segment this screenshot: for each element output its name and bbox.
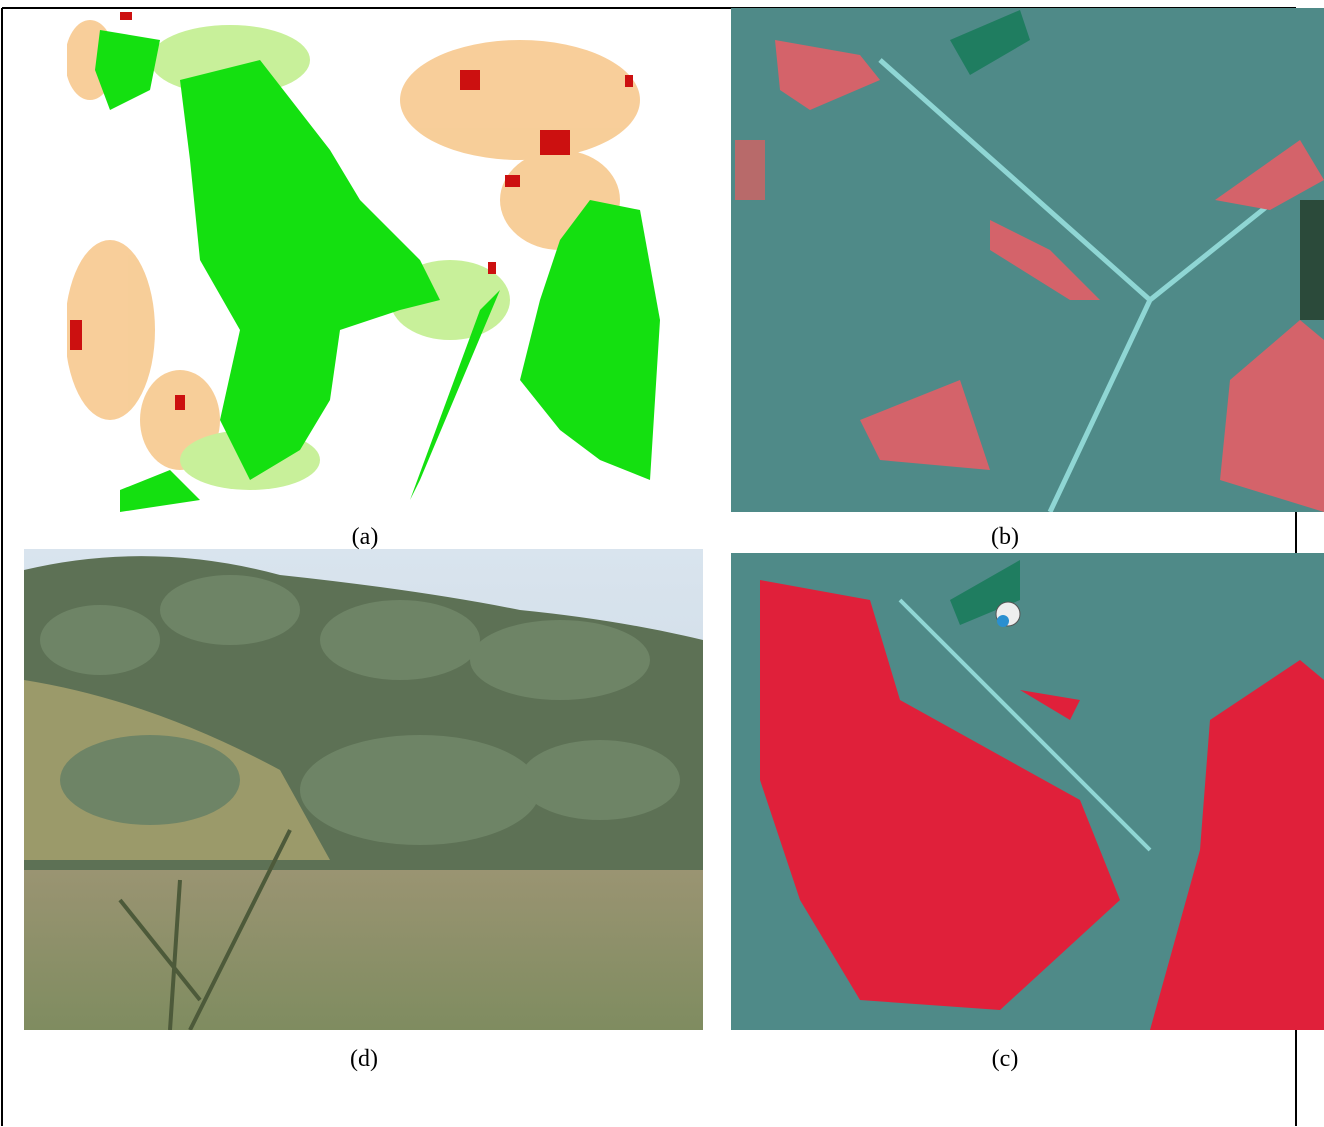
panel-c-image [731,553,1324,1030]
panel-d-image [24,549,703,1030]
panel-b-image [731,8,1324,512]
panel-label: (a) [352,524,379,550]
panel-a-image [65,10,660,512]
panel-label: (b) [991,524,1019,550]
panel-label: (c) [992,1046,1019,1072]
figure: (a) (b) (d) (c) [0,0,1324,1127]
panel-label: (d) [350,1046,378,1072]
page: {"figure": {"panels": [ {"label": "(a)"}… [0,0,1324,1127]
